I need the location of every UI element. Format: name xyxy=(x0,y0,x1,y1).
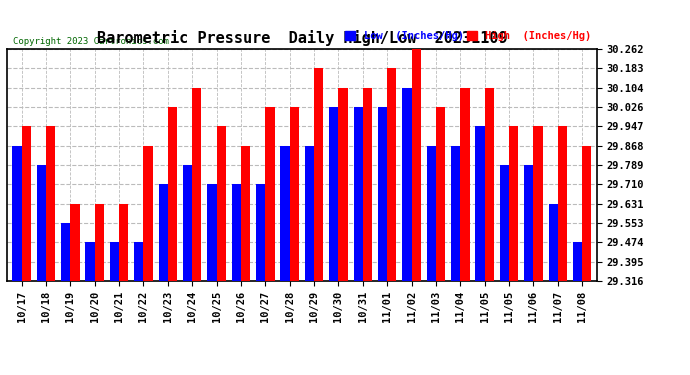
Title: Barometric Pressure  Daily High/Low  20231109: Barometric Pressure Daily High/Low 20231… xyxy=(97,30,507,46)
Bar xyxy=(159,184,168,281)
Bar xyxy=(378,107,387,281)
Bar xyxy=(207,184,217,281)
Bar xyxy=(266,107,275,281)
Bar xyxy=(168,107,177,281)
Bar xyxy=(533,126,543,281)
Bar xyxy=(61,223,70,281)
Bar xyxy=(338,88,348,281)
Bar xyxy=(363,88,372,281)
Bar xyxy=(37,165,46,281)
Bar xyxy=(436,107,445,281)
Bar xyxy=(134,242,144,281)
Bar xyxy=(144,146,152,281)
Bar xyxy=(329,107,338,281)
Bar xyxy=(12,146,21,281)
Bar xyxy=(280,146,290,281)
Bar xyxy=(217,126,226,281)
Bar xyxy=(193,88,201,281)
Bar xyxy=(353,107,363,281)
Bar xyxy=(524,165,533,281)
Bar xyxy=(402,88,411,281)
Bar xyxy=(46,126,55,281)
Bar xyxy=(21,126,31,281)
Bar xyxy=(86,242,95,281)
Bar xyxy=(232,184,241,281)
Bar xyxy=(290,107,299,281)
Bar xyxy=(183,165,193,281)
Bar xyxy=(70,204,79,281)
Bar xyxy=(500,165,509,281)
Bar xyxy=(95,204,104,281)
Bar xyxy=(573,242,582,281)
Bar xyxy=(241,146,250,281)
Bar xyxy=(582,146,591,281)
Legend: Low  (Inches/Hg), High  (Inches/Hg): Low (Inches/Hg), High (Inches/Hg) xyxy=(345,31,591,41)
Bar xyxy=(314,68,324,281)
Bar xyxy=(256,184,266,281)
Bar xyxy=(411,49,421,281)
Bar xyxy=(475,126,484,281)
Bar xyxy=(387,68,397,281)
Text: Copyright 2023 Cartronics.com: Copyright 2023 Cartronics.com xyxy=(13,38,168,46)
Bar xyxy=(558,126,567,281)
Bar xyxy=(305,146,314,281)
Bar xyxy=(119,204,128,281)
Bar xyxy=(460,88,470,281)
Bar xyxy=(549,204,558,281)
Bar xyxy=(110,242,119,281)
Bar xyxy=(451,146,460,281)
Bar xyxy=(509,126,518,281)
Bar xyxy=(484,88,494,281)
Bar xyxy=(426,146,436,281)
